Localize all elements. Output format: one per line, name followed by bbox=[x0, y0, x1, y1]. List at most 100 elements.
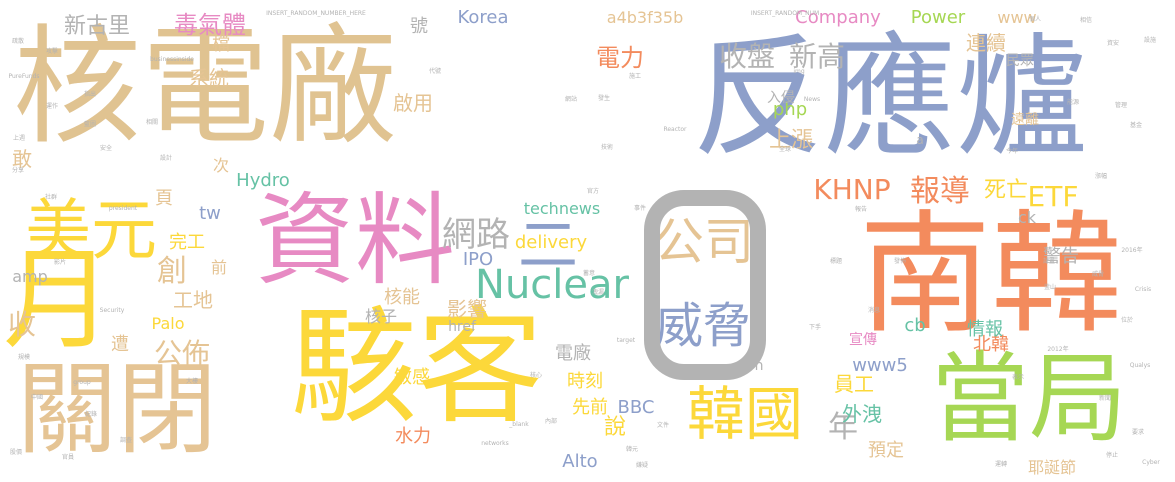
cloud-word: 事件 bbox=[633, 205, 647, 212]
cloud-word: 報告 bbox=[854, 206, 868, 213]
cloud-word: 分享 bbox=[11, 167, 25, 174]
cloud-word: 死亡 bbox=[983, 178, 1029, 203]
cloud-word: Nuclear bbox=[475, 262, 629, 308]
cloud-word: 連續 bbox=[966, 31, 1006, 55]
cloud-word: IPO bbox=[462, 249, 494, 270]
cloud-word: 美元 bbox=[25, 192, 157, 269]
cloud-word: Alto bbox=[562, 451, 598, 472]
cloud-word: 新高 bbox=[788, 40, 846, 73]
cloud-word: 安全 bbox=[99, 145, 113, 152]
cloud-word: 創 bbox=[157, 254, 187, 289]
cloud-word: 股價 bbox=[9, 449, 23, 456]
cloud-word: 號 bbox=[410, 16, 428, 37]
cloud-word: networks bbox=[481, 440, 509, 447]
cloud-word: 資安 bbox=[1106, 40, 1120, 47]
cloud-word: 次 bbox=[212, 156, 230, 175]
cloud-word: 2016年 bbox=[1121, 247, 1143, 254]
cloud-word: 核子 bbox=[364, 307, 398, 326]
cloud-word: 中國 bbox=[30, 394, 44, 401]
cloud-word: 核能 bbox=[384, 287, 420, 308]
cloud-word: 收 bbox=[7, 308, 37, 341]
cloud-word: Company bbox=[795, 7, 881, 28]
cloud-word: 今年 bbox=[1005, 148, 1019, 155]
cloud-word: 入侵 bbox=[767, 90, 795, 106]
cloud-word: 發佈 bbox=[893, 258, 907, 265]
cloud-word: 內部 bbox=[544, 418, 558, 425]
cloud-word: 要求 bbox=[1131, 429, 1145, 436]
cloud-word: 核心 bbox=[529, 372, 543, 379]
cloud-word: ETF bbox=[1027, 180, 1079, 213]
cloud-word: 電廠 bbox=[555, 343, 591, 364]
cloud-word: 官員 bbox=[61, 454, 75, 461]
cloud-word: Palo bbox=[151, 314, 185, 333]
cloud-word: tw bbox=[199, 203, 221, 224]
cloud-word: president bbox=[108, 205, 138, 212]
cloud-word: 位於 bbox=[1120, 317, 1134, 324]
cloud-word: 洩漏 bbox=[591, 289, 605, 296]
cloud-word: 計畫 bbox=[1042, 258, 1056, 265]
cloud-word: INSERT_RANDOM_NUM bbox=[750, 10, 820, 17]
cloud-word: 當局 bbox=[930, 342, 1128, 456]
cloud-word: 敢 bbox=[12, 147, 32, 171]
cloud-word: www bbox=[997, 8, 1037, 27]
cloud-word: Crisis bbox=[1134, 286, 1152, 293]
cloud-word: 反應爐 bbox=[692, 21, 1088, 175]
cloud-word: 日 bbox=[644, 190, 766, 380]
cloud-word: Security bbox=[99, 307, 125, 314]
cloud-word: 月 bbox=[3, 236, 113, 364]
cloud-word: 耶誕節 bbox=[1027, 458, 1077, 477]
cloud-word: 嫌疑 bbox=[635, 462, 649, 469]
cloud-word: 發生 bbox=[597, 95, 611, 102]
cloud-word: 消息 bbox=[867, 307, 881, 314]
cloud-word: a4b3f35b bbox=[606, 8, 684, 27]
cloud-word: 系統 bbox=[189, 66, 229, 90]
cloud-word: cb bbox=[904, 315, 926, 336]
cloud-word: img bbox=[793, 68, 805, 75]
cloud-word: 啟用 bbox=[393, 91, 433, 115]
cloud-word: 紀錄 bbox=[84, 411, 98, 418]
cloud-word: 調查 bbox=[119, 437, 133, 444]
cloud-word: 駭客 bbox=[291, 294, 543, 441]
cloud-word: 下手 bbox=[808, 324, 822, 331]
cloud-word: BBC bbox=[617, 397, 655, 418]
cloud-word: target bbox=[616, 337, 636, 344]
cloud-word: Korea bbox=[457, 7, 509, 28]
cloud-word: 網站 bbox=[564, 96, 578, 103]
cloud-word: 網路 bbox=[442, 215, 510, 255]
cloud-word: businessinside bbox=[150, 56, 194, 63]
cloud-word: 韓國 bbox=[686, 380, 804, 448]
cloud-word: 先前 bbox=[572, 397, 608, 418]
cloud-word: 頁 bbox=[155, 188, 173, 209]
cloud-word: 藍圖 bbox=[83, 121, 97, 128]
cloud-word: 完工 bbox=[169, 232, 205, 253]
cloud-word: ck bbox=[1017, 208, 1037, 227]
cloud-word: 收盤 bbox=[718, 40, 776, 73]
cloud-word: 員工 bbox=[834, 372, 874, 396]
cloud-word: 指出 bbox=[83, 91, 97, 98]
cloud-word: 敏感 bbox=[394, 367, 430, 388]
cloud-word: Cyber bbox=[1142, 459, 1160, 466]
cloud-word: 設計 bbox=[159, 155, 173, 162]
cloud-word: 釜山 bbox=[1043, 284, 1057, 291]
cloud-word: 資料 bbox=[255, 182, 455, 299]
cloud-word: 年 bbox=[828, 410, 858, 445]
cloud-word: 管理 bbox=[1114, 102, 1128, 109]
cloud-word: 民眾 bbox=[1006, 53, 1034, 69]
cloud-word: 影響 bbox=[447, 297, 487, 321]
cloud-word: 說 bbox=[603, 415, 627, 440]
cloud-word: php bbox=[772, 99, 808, 120]
cloud-word: 關閉 bbox=[17, 351, 217, 468]
cloud-word: 代號 bbox=[428, 68, 442, 75]
cloud-word: 社群 bbox=[44, 194, 58, 201]
cloud-word: group bbox=[73, 379, 91, 386]
cloud-word: n bbox=[754, 358, 764, 374]
cloud-word: 威脅 bbox=[1091, 271, 1105, 278]
cloud-word: 北韓 bbox=[973, 334, 1009, 355]
cloud-word: 全球 bbox=[778, 146, 792, 153]
cloud-word: 新古里 bbox=[63, 14, 131, 39]
cloud-word: 上漲 bbox=[768, 128, 814, 153]
cloud-word: a bbox=[916, 133, 924, 147]
cloud-word: 韓元 bbox=[625, 446, 639, 453]
cloud-word: 攻擊 bbox=[45, 48, 59, 55]
